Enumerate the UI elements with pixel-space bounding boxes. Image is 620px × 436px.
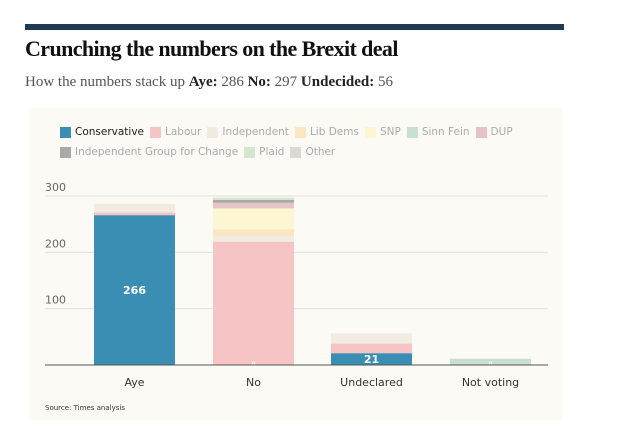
x-tick-label: Undeclared	[340, 376, 403, 389]
legend-label: SNP	[379, 126, 401, 138]
legend-item-dup[interactable]: DUP	[475, 124, 513, 141]
bar-undeclared-independent	[331, 333, 412, 344]
data-label: 266	[123, 284, 146, 297]
bar-no-independent	[213, 235, 294, 242]
x-tick-label: No	[246, 376, 261, 389]
stat-no-label: No:	[247, 74, 271, 90]
chart-legend: Conservative Labour Independent Lib Dems SNP…	[60, 124, 540, 164]
legend-swatch	[207, 127, 219, 138]
legend-label: Plaid	[259, 146, 285, 158]
bar-aye-conservative	[94, 215, 175, 365]
legend-item-conservative[interactable]: Conservative	[60, 124, 144, 141]
bar-aye-labour	[94, 212, 175, 216]
legend-swatch	[406, 127, 418, 138]
legend-label: Other	[305, 146, 336, 158]
legend-item-other[interactable]: Other	[290, 144, 335, 161]
legend-item-plaid[interactable]: Plaid	[244, 144, 284, 161]
y-tick-label: 200	[45, 237, 66, 250]
chart-source: Source: Times analysis	[45, 404, 125, 412]
subtitle: How the numbers stack up Aye: 286 No: 29…	[25, 74, 393, 91]
y-tick-label: 100	[45, 294, 66, 307]
legend-item-lib-dems[interactable]: Lib Dems	[294, 124, 359, 141]
legend-label: Sinn Fein	[421, 126, 470, 138]
legend-item-labour[interactable]: Labour	[150, 124, 201, 141]
bar-no-lib-dems	[213, 229, 294, 236]
stat-aye-value: 286	[221, 74, 244, 90]
legend-swatch	[364, 127, 376, 138]
legend-swatch	[244, 147, 256, 158]
bar-no-dup	[213, 202, 294, 209]
legend-swatch	[290, 147, 302, 158]
legend-label: Conservative	[75, 126, 145, 138]
legend-item-snp[interactable]: SNP	[364, 124, 401, 141]
bar-no-labour	[213, 241, 294, 365]
legend-label: Labour	[165, 126, 202, 138]
bar-no-snp	[213, 208, 294, 230]
bar-aye-independent	[94, 203, 175, 213]
stat-undecided-value: 56	[378, 74, 394, 90]
data-label: 21	[364, 353, 379, 366]
stat-no-value: 297	[274, 74, 298, 90]
legend-item-independent[interactable]: Independent	[207, 124, 289, 141]
x-tick-label: Not voting	[462, 376, 519, 389]
legend-item-sinn-fein[interactable]: Sinn Fein	[406, 124, 470, 141]
bar-not-voting-sinn-fein	[450, 358, 531, 365]
legend-swatch	[60, 127, 71, 138]
legend-swatch	[475, 127, 487, 138]
legend-label: Independent	[222, 126, 289, 138]
x-tick-label: Aye	[124, 376, 144, 389]
legend-label: Independent Group for Change	[75, 146, 239, 158]
legend-label: Lib Dems	[309, 126, 359, 138]
legend-swatch	[60, 147, 71, 158]
legend-label: DUP	[490, 126, 513, 138]
y-tick-label: 300	[45, 181, 66, 194]
header-rule	[25, 24, 564, 30]
stat-undecided-label: Undecided:	[300, 74, 375, 90]
subtitle-prefix: How the numbers stack up	[25, 74, 185, 90]
bar-undeclared-labour	[331, 343, 412, 354]
chart-panel: Conservative Labour Independent Lib Dems SNP…	[30, 108, 563, 420]
bar-no-plaid	[213, 197, 294, 200]
bar-undeclared-conservative	[331, 353, 412, 365]
legend-swatch	[294, 127, 306, 138]
legend-swatch	[150, 127, 162, 138]
legend-item-independent-group-for-change[interactable]: Independent Group for Change	[60, 144, 238, 161]
bar-no-independent-group-for-change	[213, 199, 294, 203]
page-title: Crunching the numbers on the Brexit deal	[25, 36, 398, 61]
stat-aye-label: Aye:	[188, 74, 218, 90]
